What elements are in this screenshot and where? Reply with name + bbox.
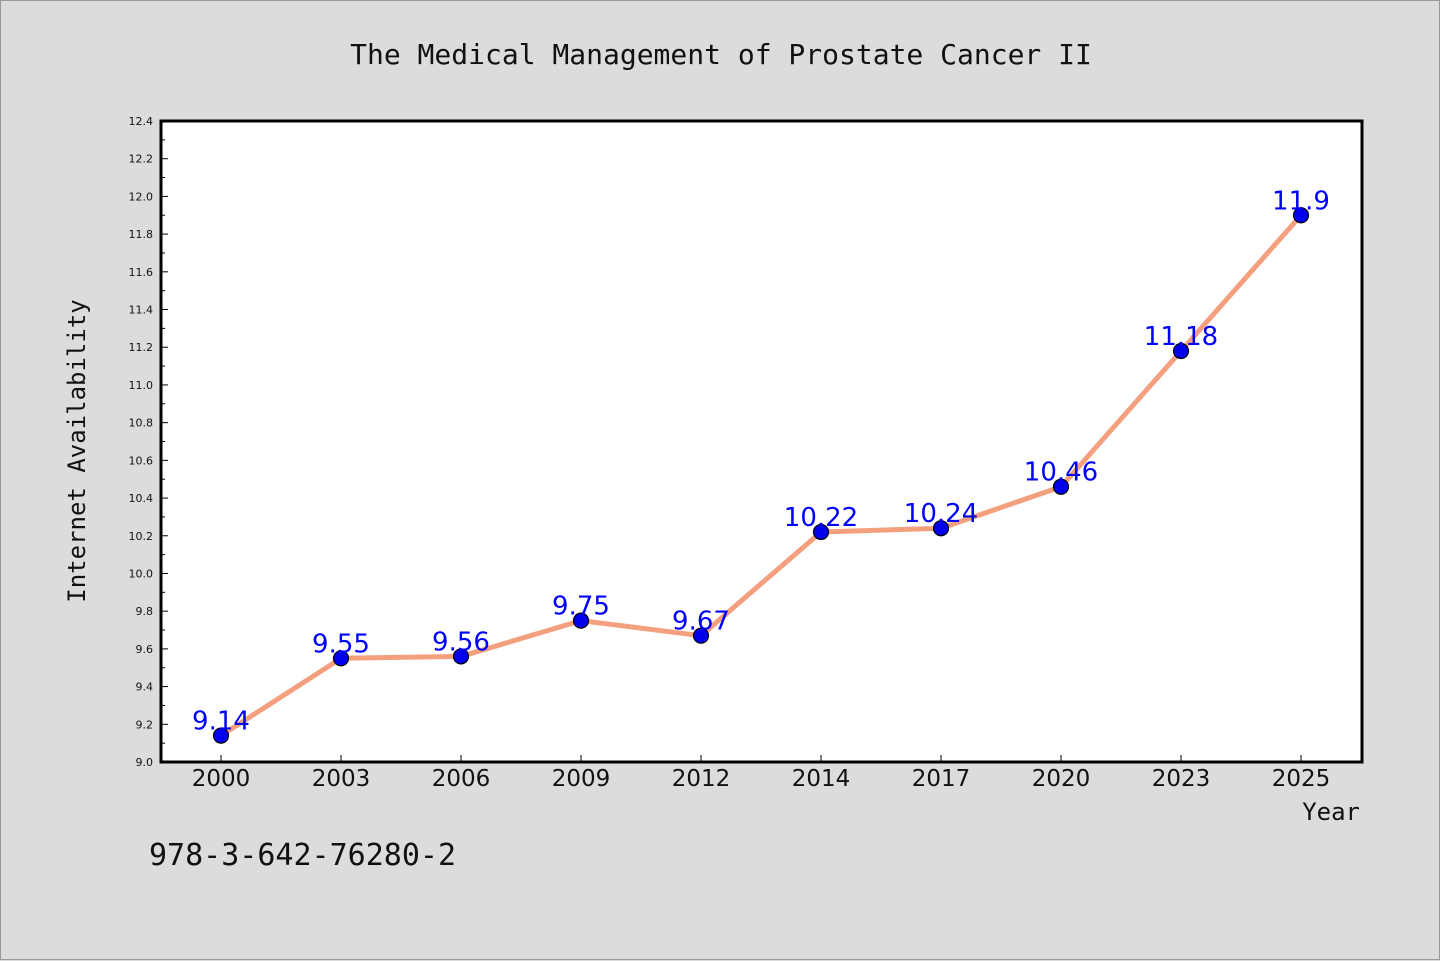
- y-tick-label: 9.8: [136, 605, 154, 618]
- y-tick-label: 11.4: [129, 304, 154, 317]
- data-label: 10.24: [904, 499, 978, 529]
- y-tick-label: 10.8: [129, 417, 154, 430]
- data-label: 9.55: [312, 629, 370, 659]
- y-tick-label: 10.6: [129, 454, 154, 467]
- y-tick-label: 9.2: [136, 718, 154, 731]
- x-tick-label: 2006: [432, 766, 491, 792]
- data-label: 11.9: [1272, 186, 1330, 216]
- y-tick-label: 9.6: [136, 643, 154, 656]
- x-tick-label: 2009: [552, 766, 611, 792]
- data-point-marker: [572, 612, 590, 629]
- data-label: 11.18: [1144, 322, 1218, 352]
- y-tick-label: 11.8: [129, 228, 154, 241]
- isbn-text: 978-3-642-76280-2: [149, 838, 456, 873]
- x-tick-label: 2014: [792, 766, 851, 792]
- series-line-group: 9.14 9.55 9.56 9.75 9.67 10.22 10.24 10.46 11.18…: [192, 186, 1330, 744]
- y-tick-label: 11.0: [129, 379, 154, 392]
- x-axis-title: Year: [1302, 798, 1360, 826]
- x-tick-label: 2020: [1032, 766, 1091, 792]
- series-line: [218, 212, 1304, 739]
- x-tick-label: 2023: [1152, 766, 1211, 792]
- data-label: 10.22: [784, 503, 858, 533]
- x-axis: 2000 2003 2006 2009 2012 2014 2017 2020 2023 2025: [192, 755, 1331, 792]
- data-point-marker: [332, 650, 350, 667]
- y-axis: 9.0 9.2 9.4 9.6 9.8 10.0 10.2 10.4 10.6 10.8 11.0 1…: [129, 115, 168, 769]
- y-tick-label: 10.2: [129, 530, 154, 543]
- data-label: 9.67: [672, 607, 730, 637]
- data-point-marker: [692, 627, 710, 644]
- data-label: 9.75: [552, 592, 610, 622]
- plot-area: [159, 119, 1364, 764]
- data-point-marker: [212, 727, 230, 744]
- y-tick-label: 10.4: [129, 492, 154, 505]
- data-point-marker: [452, 648, 470, 665]
- data-point-marker: [1292, 207, 1310, 224]
- x-tick-label: 2017: [912, 766, 971, 792]
- x-tick-label: 2012: [672, 766, 731, 792]
- x-tick-label: 2003: [312, 766, 371, 792]
- y-tick-label: 9.4: [136, 681, 154, 694]
- y-tick-label: 11.2: [129, 341, 154, 354]
- y-tick-label: 11.6: [129, 266, 154, 279]
- chart-title: The Medical Management of Prostate Cance…: [350, 38, 1092, 71]
- y-tick-label: 12.4: [129, 115, 154, 128]
- data-point-marker: [1052, 478, 1070, 495]
- x-tick-label: 2025: [1272, 766, 1331, 792]
- data-label: 10.46: [1024, 458, 1098, 488]
- data-point-marker: [1172, 342, 1190, 360]
- data-label: 9.56: [432, 627, 490, 657]
- x-tick-label: 2000: [192, 766, 251, 792]
- y-tick-label: 12.0: [129, 190, 154, 203]
- data-label: 9.14: [192, 707, 250, 737]
- data-point-marker: [932, 520, 950, 537]
- y-tick-label: 9.0: [136, 756, 154, 769]
- y-tick-label: 10.0: [129, 567, 154, 580]
- data-point-marker: [812, 523, 830, 541]
- y-axis-title: Internet Availability: [63, 299, 91, 602]
- y-tick-label: 12.2: [129, 153, 154, 166]
